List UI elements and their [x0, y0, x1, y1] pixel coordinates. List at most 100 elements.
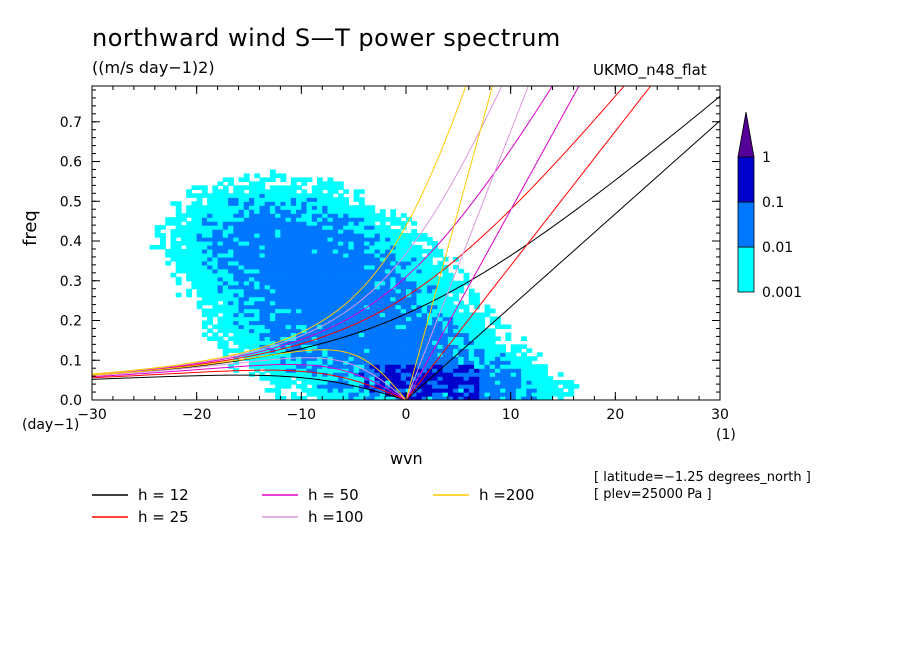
heatmap-cell	[369, 392, 376, 397]
heatmap-cell	[390, 264, 397, 270]
heatmap-cell	[364, 300, 370, 306]
heatmap-cell	[327, 233, 334, 238]
heatmap-cell	[285, 372, 292, 377]
heatmap-cell	[301, 360, 308, 365]
heatmap-cell	[479, 356, 486, 361]
heatmap-cell	[285, 217, 292, 222]
heatmap-cell	[374, 288, 381, 294]
heatmap-cell	[364, 388, 370, 393]
heatmap-cell	[222, 316, 229, 322]
heatmap-cell	[290, 248, 297, 254]
heatmap-cell	[385, 280, 391, 286]
heatmap-cell	[463, 312, 470, 318]
heatmap-cell	[280, 252, 287, 258]
heatmap-cell	[259, 276, 266, 282]
heatmap-cell	[269, 292, 276, 298]
heatmap-cell	[327, 296, 334, 302]
heatmap-cell	[489, 308, 496, 314]
heatmap-cell	[416, 300, 423, 306]
heatmap-cell	[400, 288, 407, 294]
heatmap-cell	[353, 388, 360, 393]
heatmap-cell	[494, 344, 501, 349]
heatmap-cell	[238, 332, 245, 337]
heatmap-cell	[358, 237, 365, 242]
heatmap-cell	[468, 372, 475, 377]
heatmap-cell	[379, 225, 386, 230]
heatmap-cell	[421, 336, 428, 341]
heatmap-cell	[212, 229, 219, 234]
heatmap-cell	[421, 233, 428, 238]
heatmap-cell	[201, 209, 208, 214]
heatmap-cell	[175, 241, 182, 246]
heatmap-cell	[269, 332, 276, 337]
heatmap-cell	[285, 248, 292, 254]
heatmap-cell	[484, 392, 491, 397]
heatmap-cell	[358, 221, 365, 226]
heatmap-cell	[212, 185, 219, 190]
heatmap-cell	[379, 344, 386, 349]
heatmap-cell	[222, 276, 229, 282]
heatmap-cell	[207, 264, 213, 270]
heatmap-cell	[353, 332, 360, 337]
heatmap-cell	[505, 388, 512, 393]
colorbar-label: 0.01	[762, 240, 793, 256]
heatmap-cell	[275, 304, 281, 310]
heatmap-cell	[301, 324, 308, 330]
heatmap-cell	[343, 189, 350, 194]
heatmap-cell	[379, 376, 386, 381]
heatmap-cell	[343, 348, 350, 353]
heatmap-cell	[322, 229, 329, 234]
heatmap-cell	[453, 296, 459, 302]
heatmap-cell	[259, 233, 266, 238]
heatmap-cell	[437, 264, 444, 270]
heatmap-cell	[358, 256, 365, 262]
heatmap-cell	[552, 388, 559, 393]
heatmap-cell	[406, 372, 412, 377]
heatmap-cell	[317, 288, 323, 294]
heatmap-cell	[353, 272, 360, 278]
heatmap-cell	[327, 292, 334, 298]
heatmap-cell	[385, 292, 391, 298]
heatmap-cell	[500, 324, 507, 330]
heatmap-cell	[306, 221, 313, 226]
heatmap-cell	[348, 288, 355, 294]
heatmap-cell	[437, 268, 444, 274]
heatmap-cell	[463, 324, 470, 330]
heatmap-cell	[201, 256, 208, 262]
heatmap-cell	[458, 312, 465, 318]
heatmap-cell	[332, 340, 339, 345]
heatmap-cell	[290, 229, 297, 234]
heatmap-cell	[180, 256, 187, 262]
heatmap-cell	[254, 181, 261, 186]
heatmap-cell	[369, 260, 376, 266]
heatmap-cell	[468, 316, 475, 322]
heatmap-cell	[296, 205, 302, 210]
heatmap-cell	[421, 312, 428, 318]
heatmap-cell	[201, 225, 208, 230]
heatmap-cell	[332, 237, 339, 242]
heatmap-cell	[510, 368, 517, 373]
heatmap-cell	[322, 296, 329, 302]
heatmap-cell	[196, 260, 203, 266]
heatmap-cell	[327, 320, 334, 326]
heatmap-cell	[515, 364, 522, 369]
heatmap-cell	[337, 296, 344, 302]
heatmap-cell	[474, 360, 480, 365]
heatmap-cell	[432, 264, 438, 270]
heatmap-cell	[238, 344, 245, 349]
heatmap-cell	[406, 332, 412, 337]
heatmap-cell	[243, 229, 250, 234]
heatmap-cell	[301, 201, 308, 206]
heatmap-cell	[301, 181, 308, 186]
heatmap-cell	[411, 340, 418, 345]
heatmap-cell	[348, 384, 355, 389]
heatmap-cell	[180, 213, 187, 218]
heatmap-cell	[358, 197, 365, 202]
heatmap-cell	[306, 217, 313, 222]
heatmap-cell	[327, 276, 334, 282]
heatmap-cell	[238, 209, 245, 214]
heatmap-cell	[536, 372, 543, 377]
heatmap-cell	[254, 221, 261, 226]
heatmap-cell	[474, 340, 480, 345]
heatmap-cell	[463, 392, 470, 397]
